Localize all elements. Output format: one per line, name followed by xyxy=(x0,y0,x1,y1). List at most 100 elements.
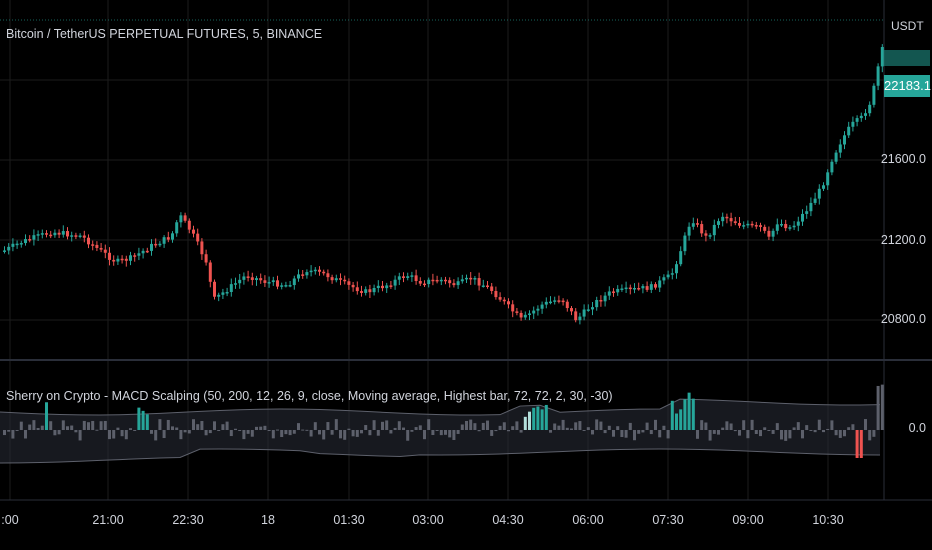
candle-body xyxy=(61,231,65,235)
histogram-bar xyxy=(154,430,158,441)
histogram-bar xyxy=(759,430,762,437)
candle-body xyxy=(15,243,19,246)
macd-upper-band xyxy=(0,398,881,416)
histogram-bar xyxy=(876,385,880,430)
histogram-bar xyxy=(225,421,229,430)
candle-body xyxy=(200,241,204,255)
candle-body xyxy=(7,246,11,251)
indicator-title[interactable]: Sherry on Crypto - MACD Scalping (50, 20… xyxy=(6,389,613,403)
candle-body xyxy=(855,118,859,122)
candle-body xyxy=(540,304,544,309)
macd-lower-band xyxy=(0,448,881,464)
histogram-bar xyxy=(805,425,809,430)
histogram-bar xyxy=(465,420,468,430)
histogram-bar xyxy=(99,421,103,430)
candle-body xyxy=(662,277,666,281)
candle-body xyxy=(448,280,452,284)
symbol-title[interactable]: Bitcoin / TetherUS PERPETUAL FUTURES, 5,… xyxy=(6,27,323,41)
candle-body xyxy=(330,277,334,281)
candle-body xyxy=(683,235,687,252)
time-tick: 06:00 xyxy=(572,513,604,527)
histogram-bar xyxy=(410,430,414,432)
histogram-bar xyxy=(414,427,418,430)
candle-body xyxy=(32,235,36,240)
candle-body xyxy=(368,289,372,293)
histogram-bar xyxy=(578,421,582,430)
histogram-bar xyxy=(502,422,506,430)
candle-body xyxy=(637,287,641,290)
candle-body xyxy=(586,309,590,311)
histogram-bar xyxy=(591,430,594,435)
candle-body xyxy=(217,294,221,297)
histogram-bar xyxy=(305,429,309,431)
histogram-bar xyxy=(284,430,288,435)
candle-body xyxy=(775,224,779,231)
histogram-bar xyxy=(687,392,691,430)
histogram-bar xyxy=(666,430,670,439)
histogram-bar xyxy=(679,409,683,430)
histogram-bar xyxy=(280,430,284,438)
histogram-bar xyxy=(859,430,863,458)
candle-body xyxy=(444,279,447,282)
candle-body xyxy=(486,285,489,288)
candle-body xyxy=(700,224,704,234)
candle-body xyxy=(103,249,107,253)
candle-body xyxy=(406,276,410,278)
candle-body xyxy=(238,279,242,284)
candle-body xyxy=(523,314,527,318)
candle-body xyxy=(431,279,435,282)
histogram-bar xyxy=(57,430,61,435)
histogram-bar xyxy=(855,430,859,458)
candle-body xyxy=(754,225,758,227)
candle-body xyxy=(19,243,23,245)
candle-body xyxy=(82,235,86,238)
histogram-bar xyxy=(565,427,569,430)
candle-body xyxy=(687,226,691,236)
candle-body xyxy=(297,274,300,279)
candle-body xyxy=(813,198,817,203)
candle-body xyxy=(624,287,628,290)
candle-body xyxy=(515,311,519,313)
candle-body xyxy=(750,223,754,226)
histogram-bar xyxy=(507,430,510,432)
candle-body xyxy=(490,286,494,291)
candle-body xyxy=(166,237,170,240)
histogram-bar xyxy=(263,425,267,430)
histogram-bar xyxy=(406,430,410,441)
candle-body xyxy=(292,278,296,286)
histogram-bar xyxy=(166,419,170,430)
histogram-bar xyxy=(381,421,384,430)
candle-body xyxy=(817,188,821,199)
candle-body xyxy=(784,224,788,229)
histogram-bar xyxy=(775,423,779,430)
candle-body xyxy=(801,213,804,222)
candle-body xyxy=(322,271,326,274)
histogram-bar xyxy=(427,419,431,430)
candle-body xyxy=(40,233,44,235)
histogram-bar xyxy=(515,421,519,430)
histogram-bar xyxy=(649,430,653,435)
histogram-bar xyxy=(452,430,456,440)
histogram-bar xyxy=(91,420,95,430)
candle-body xyxy=(771,230,775,237)
candle-body xyxy=(834,152,838,162)
histogram-bar xyxy=(872,430,876,437)
histogram-bar xyxy=(813,430,817,433)
candle-body xyxy=(158,243,162,246)
histogram-bar xyxy=(616,426,620,430)
candle-body xyxy=(255,278,258,280)
candle-body xyxy=(469,277,473,280)
candle-body xyxy=(204,254,208,263)
candle-body xyxy=(658,280,662,288)
candle-body xyxy=(670,273,674,275)
histogram-bar xyxy=(120,430,124,437)
histogram-bar xyxy=(259,426,263,430)
candle-body xyxy=(767,230,771,237)
price-tick: 20800.0 xyxy=(880,312,926,326)
histogram-bar xyxy=(351,430,355,437)
histogram-bar xyxy=(670,400,674,430)
histogram-bar xyxy=(721,427,725,430)
histogram-bar xyxy=(696,430,699,439)
histogram-bar xyxy=(763,427,767,430)
